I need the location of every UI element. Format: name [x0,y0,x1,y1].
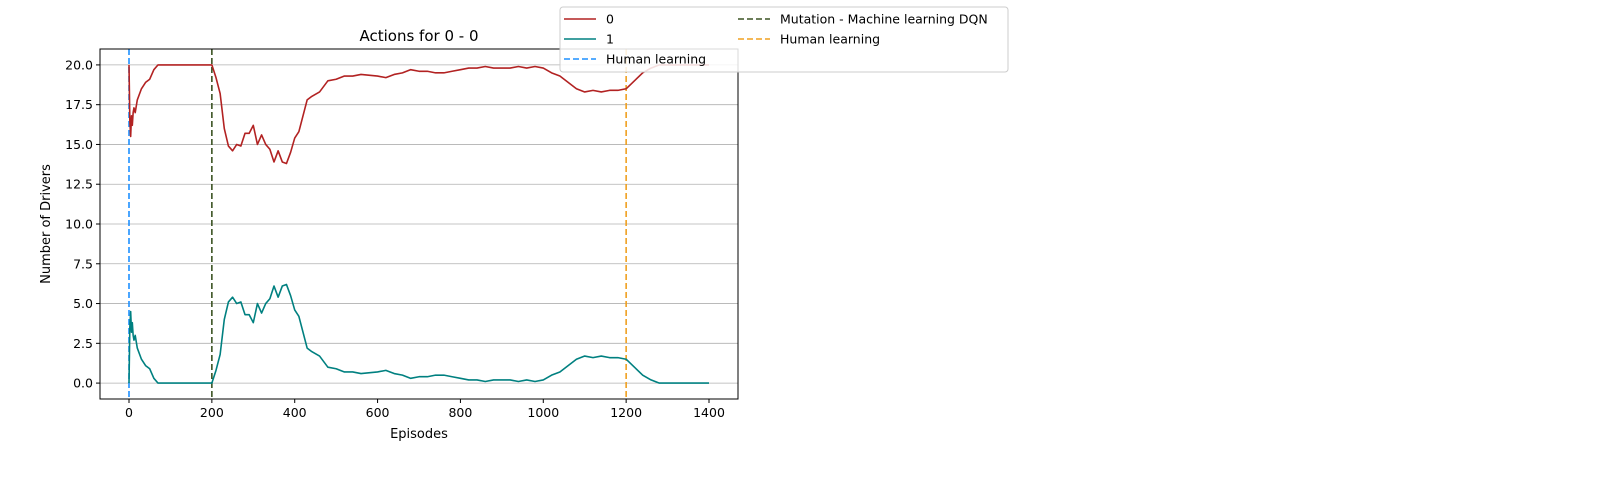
y-tick-label: 2.5 [73,336,93,351]
legend-label: 1 [606,32,614,47]
x-tick-label: 1200 [610,405,642,420]
y-axis: 0.0 2.5 5.0 7.5 10.0 12.5 15.0 17.5 20.0 [65,57,100,391]
y-tick-label: 15.0 [65,137,93,152]
y-tick-label: 7.5 [73,256,93,271]
data-series [128,64,709,384]
x-tick-label: 400 [283,405,307,420]
y-tick-label: 0.0 [73,376,93,391]
y-tick-label: 20.0 [65,57,93,72]
series-line-0 [128,64,709,165]
y-tick-label: 17.5 [65,97,93,112]
legend-label: Mutation - Machine learning DQN [780,12,988,27]
y-tick-label: 12.5 [65,177,93,192]
y-gridlines [100,64,738,384]
chart-title: Actions for 0 - 0 [360,27,479,45]
y-axis-label: Number of Drivers [39,164,54,284]
legend-box [559,6,1009,73]
y-tick-label: 5.0 [73,296,93,311]
x-tick-label: 1000 [527,405,559,420]
x-tick-label: 200 [200,405,224,420]
x-tick-label: 600 [366,405,390,420]
legend-label: Human learning [606,52,706,67]
x-axis-label: Episodes [390,427,448,442]
y-tick-label: 10.0 [65,217,93,232]
x-axis: 0 200 400 600 800 1000 1200 1400 [125,399,725,420]
legend-label: 0 [606,12,614,27]
x-tick-label: 0 [125,405,133,420]
legend-label: Human learning [780,32,880,47]
x-tick-label: 1400 [693,405,725,420]
series-line-1 [128,283,709,384]
legend: 0 1 Human learning Mutation - Machine learn… [559,6,1009,73]
x-tick-label: 800 [448,405,472,420]
